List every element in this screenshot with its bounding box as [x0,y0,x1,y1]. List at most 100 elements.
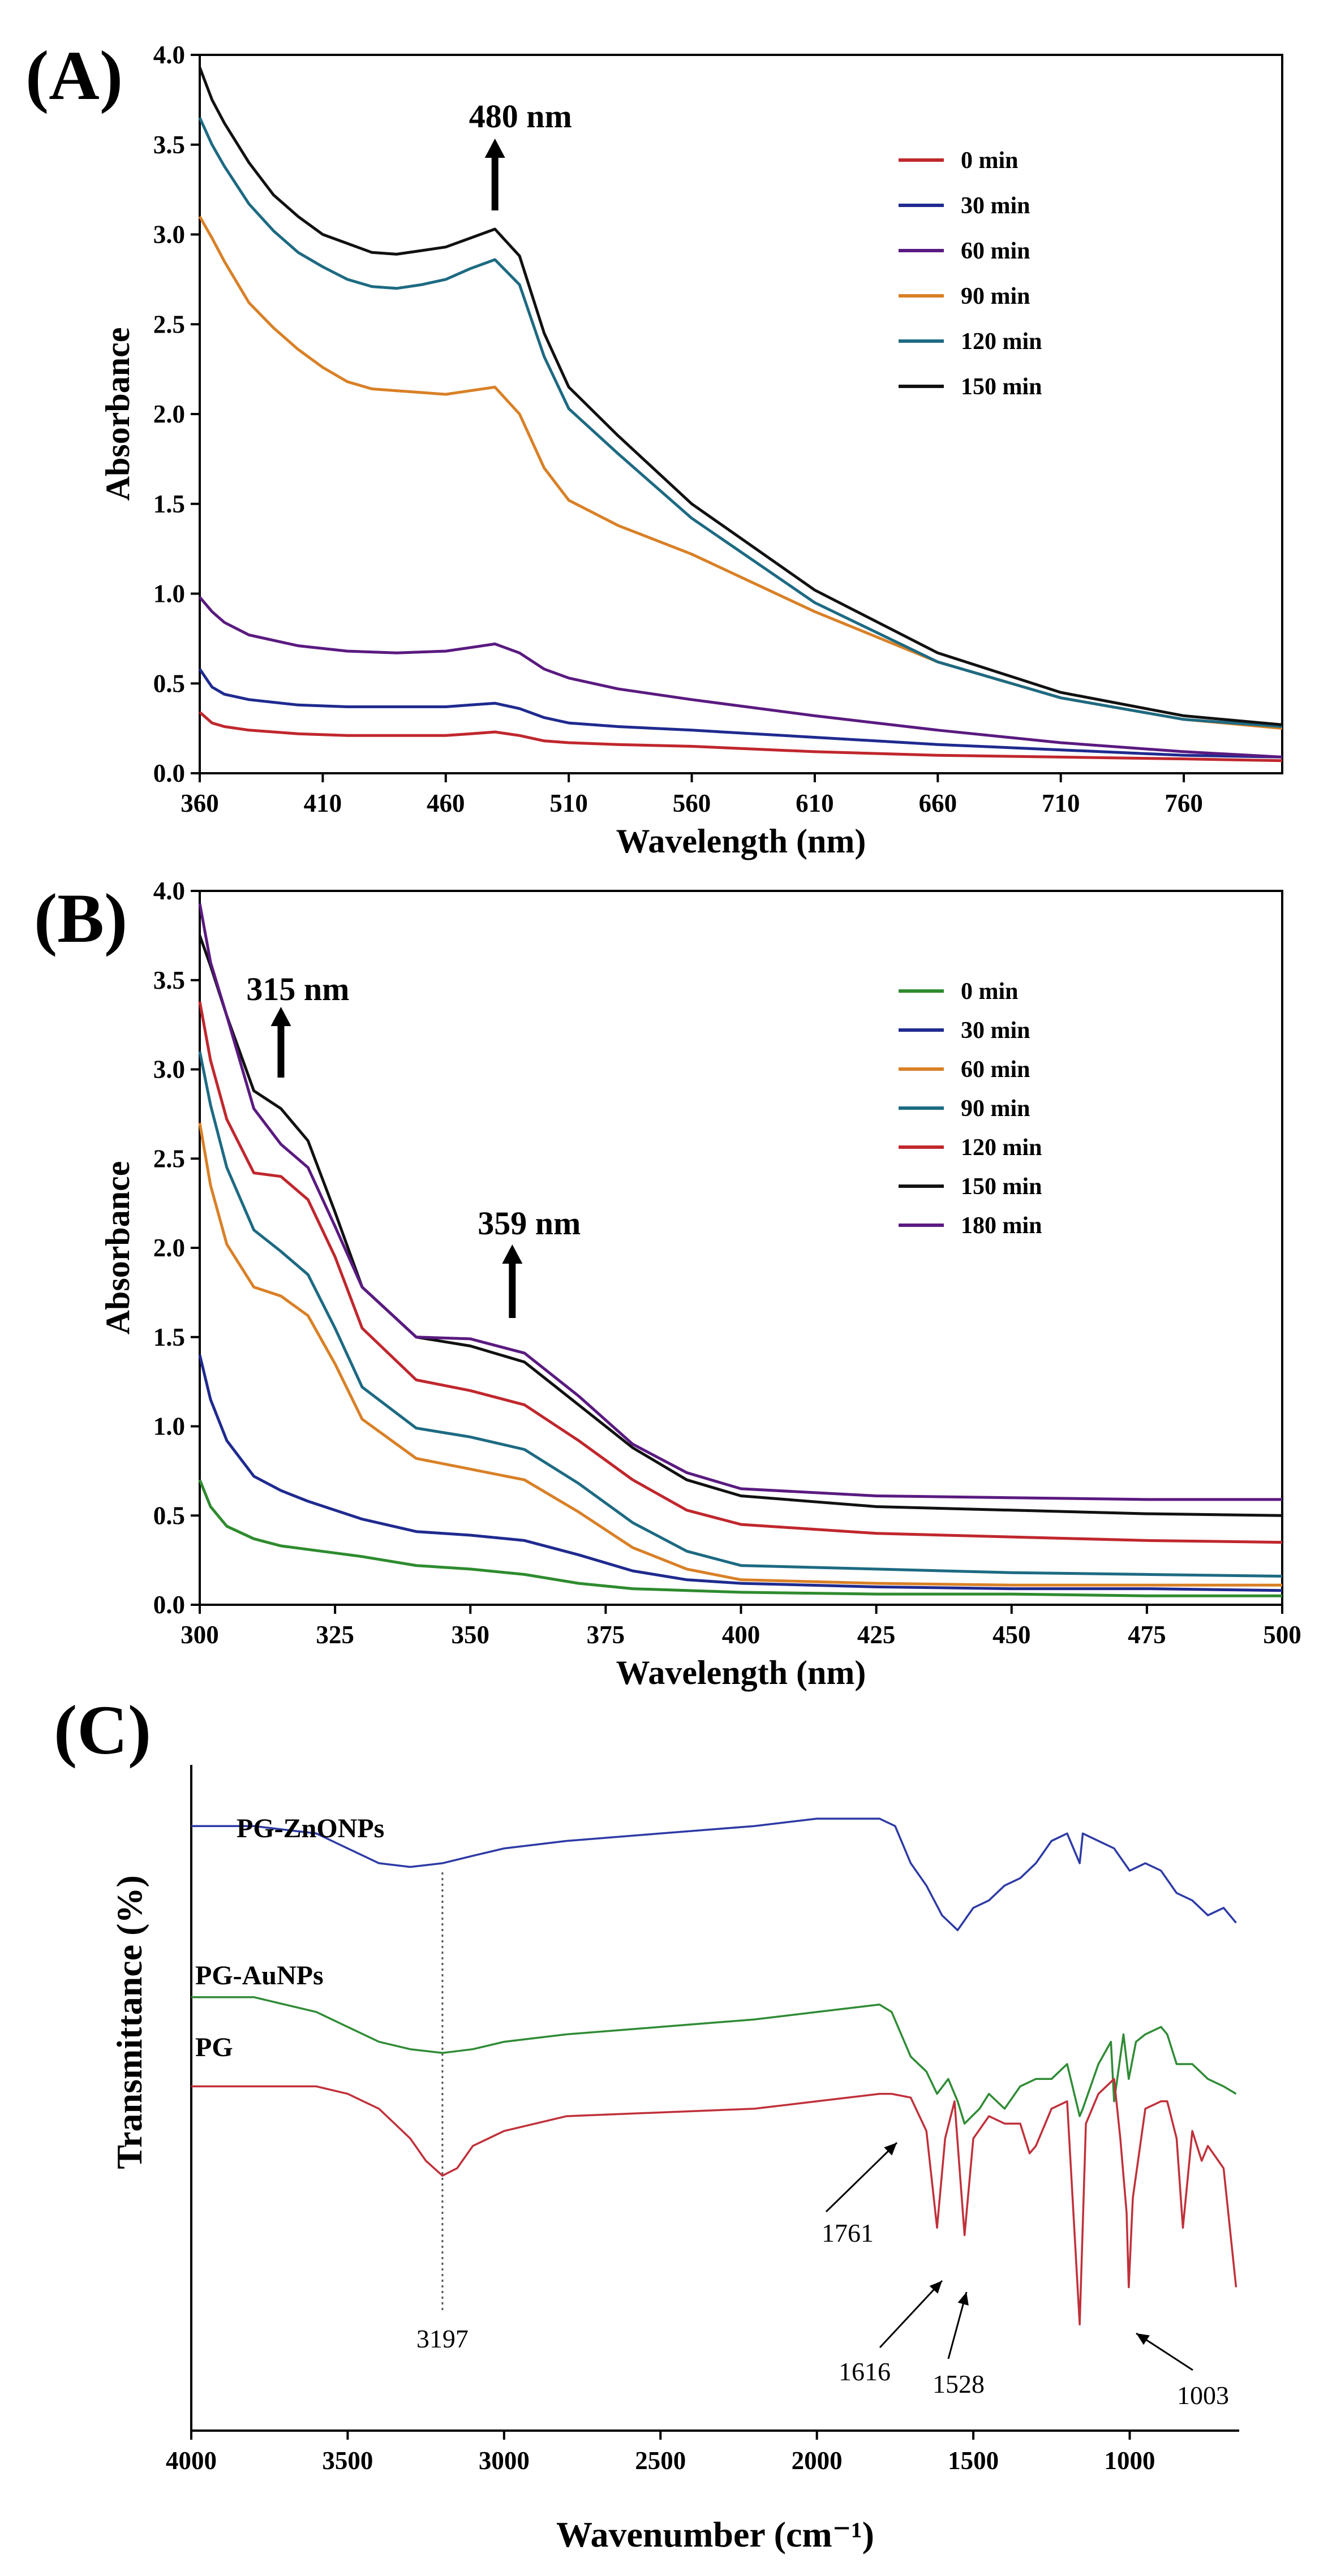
legend-label: 180 min [961,1213,1042,1239]
x-tick-label: 375 [587,1621,625,1649]
x-tick-label: 2000 [792,2446,843,2475]
x-tick-label: 3000 [479,2446,530,2475]
peak-label: 3197 [416,2324,469,2353]
legend-label: 60 min [961,238,1030,264]
series-line-90-min [198,1051,1283,1578]
x-tick-label: 4000 [166,2446,217,2475]
peak-label: 1616 [839,2357,891,2386]
x-tick-label: 475 [1128,1621,1166,1649]
annotation-label: 315 nm [246,971,349,1007]
panel-b: 0.0 0.5 1.0 1.5 2.0 2.5 3.0 3.5 4.0 300 325 350 375 4… [34,877,1301,1691]
annotation-arrow [484,139,505,210]
peak-arrow [947,2291,969,2359]
y-tick-label: 2.0 [153,1234,185,1262]
legend-label: 0 min [961,979,1019,1005]
series-line-0-min [199,711,1283,763]
peak-arrow [825,2142,898,2213]
y-tick-label: 0.5 [153,1501,185,1530]
series-line-0-min [198,1479,1282,1597]
x-tick-label: 425 [857,1621,896,1649]
peak-label: 1761 [822,2219,874,2247]
series-line-120-min [198,1001,1283,1544]
y-tick-label: 0.5 [153,669,185,697]
y-tick-label: 2.0 [153,400,185,428]
x-axis-title: Wavelength (nm) [616,822,866,860]
series-line-60-min [198,1122,1282,1587]
x-tick-label: 660 [919,789,957,817]
peak-arrow [879,2280,943,2349]
x-tick-label: 410 [304,789,342,817]
legend-label: 60 min [961,1057,1030,1083]
x-tick-label: 760 [1165,789,1203,817]
series-line-150-min [198,67,1283,726]
series-line-PG [191,2078,1238,2326]
y-tick-label: 3.0 [153,1056,185,1084]
x-tick-label: 2500 [635,2446,686,2475]
series-line-60-min [199,596,1283,759]
y-tick-label: 2.5 [153,310,185,338]
y-tick-label: 0.0 [153,759,185,787]
legend-label: 120 min [961,329,1042,355]
x-tick-label: 560 [673,789,711,817]
plot-frame [199,54,1283,774]
legend-label: 90 min [961,283,1030,309]
panel-letter: (A) [25,37,123,114]
x-tick-label: 1000 [1105,2446,1155,2475]
series-line-PG-AuNPs [191,1996,1237,2125]
y-tick-label: 4.0 [153,877,185,905]
x-tick-label: 1500 [948,2446,999,2475]
series-line-90-min [198,216,1283,730]
x-axis-title: Wavelength (nm) [616,1654,866,1691]
peak-arrow-head [884,2143,897,2156]
y-tick-label: 2.5 [153,1144,185,1173]
legend-label: 0 min [961,148,1019,174]
panel-c: 4000 3500 3000 2500 2000 1500 1000 Wavenumber (… [54,1691,1239,2555]
peak-arrow-head [957,2292,969,2306]
peak-arrow-head [1136,2333,1150,2345]
y-tick-label: 3.5 [153,966,185,994]
series-line-150-min [198,935,1283,1517]
y-tick-label: 1.0 [153,580,185,608]
legend-label: 150 min [961,374,1042,400]
x-tick-label: 300 [181,1621,219,1649]
annotation-label: 359 nm [478,1205,581,1242]
annotation-arrow [502,1244,523,1318]
y-tick-label: 1.5 [153,490,185,518]
series-label: PG-AuNPs [195,1961,324,1991]
y-tick-label: 4.0 [153,41,185,69]
y-tick-label: 1.0 [153,1412,185,1441]
y-tick-label: 0.0 [153,1591,185,1619]
panel-a: 0.0 0.5 1.0 1.5 2.0 2.5 3.0 3.5 4.0 360 410 460 510 5… [25,37,1283,860]
legend-label: 150 min [961,1174,1042,1200]
series-line-PG-ZnONPs [191,1817,1237,1932]
arrow-head [270,1007,291,1026]
annotation-arrow [270,1007,291,1078]
series-line-120-min [198,117,1283,728]
arrow-head [484,139,505,158]
plot-frame [199,890,1283,1606]
x-tick-label: 360 [181,789,219,817]
peak-label: 1528 [933,2370,985,2398]
x-tick-label: 510 [549,789,588,817]
series-label: PG [195,2032,233,2062]
x-tick-label: 400 [722,1621,760,1649]
arrow-head [502,1244,523,1264]
legend-label: 90 min [961,1096,1030,1122]
x-tick-label: 325 [316,1621,354,1649]
legend-label: 120 min [961,1135,1042,1161]
series-line-30-min [198,668,1283,759]
y-tick-label: 1.5 [153,1323,185,1351]
x-tick-label: 3500 [322,2446,373,2475]
y-axis-title: Absorbance [99,328,136,501]
annotation-label: 480 nm [469,98,572,135]
y-tick-label: 3.0 [153,221,185,249]
series-line-30-min [198,1354,1283,1592]
peak-arrow [1136,2332,1193,2371]
panel-letter: (B) [34,880,127,957]
x-tick-label: 710 [1042,789,1080,817]
peak-arrow-head [929,2281,942,2294]
peak-label: 1003 [1177,2381,1229,2410]
x-tick-label: 500 [1263,1621,1301,1649]
y-axis-title: Absorbance [99,1161,136,1335]
